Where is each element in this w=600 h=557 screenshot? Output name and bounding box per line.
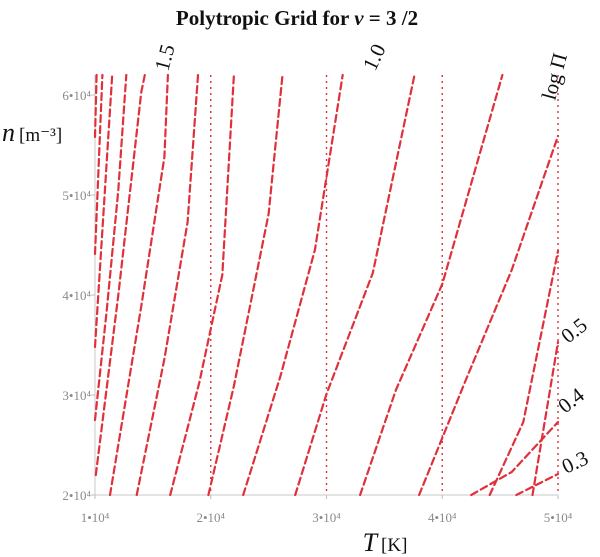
isoline-series-line	[135, 73, 200, 497]
tick-labels: 1•10⁴ 2•10⁴ 3•10⁴ 4•10⁴ 5•10⁴ 2•10⁴ 3•10⁴ 4•10⁴…	[62, 88, 572, 525]
isoline-series-line	[94, 73, 146, 477]
y-tick-label: 2•10⁴	[62, 488, 91, 503]
chart-title-suffix: = 3 /2	[364, 6, 419, 30]
isoline-series-line	[207, 73, 284, 497]
isoline-series-line	[242, 73, 344, 497]
isoline-series-line	[93, 73, 128, 422]
x-tick-label: 4•10⁴	[428, 510, 457, 525]
x-tick-label: 1•10⁴	[81, 510, 110, 525]
isoline-series-line	[359, 73, 504, 497]
chart-title-prefix: Polytropic Grid for	[176, 6, 354, 30]
x-axis-label: T [K]	[363, 528, 408, 557]
curve-label-0-3: 0.3	[558, 446, 592, 479]
y-axis-symbol: n	[2, 118, 15, 147]
x-tick-label: 2•10⁴	[196, 510, 225, 525]
isoline-series-line	[108, 73, 169, 497]
isoline-series-line	[294, 73, 416, 497]
y-tick-label: 6•10⁴	[62, 88, 91, 103]
isoline-series-line	[531, 340, 560, 497]
isoline-series-line	[470, 420, 560, 497]
y-tick-label: 3•10⁴	[62, 388, 91, 403]
y-axis-label: n [m⁻³]	[2, 118, 62, 147]
isoline-series-line	[93, 73, 114, 349]
isoline-series-line	[488, 249, 560, 497]
y-tick-label: 5•10⁴	[62, 188, 91, 203]
curve-label-1-0: 1.0	[358, 40, 391, 74]
y-axis-unit: [m⁻³]	[19, 125, 62, 146]
x-axis-symbol: T	[363, 528, 379, 557]
isoline-series-line	[93, 73, 98, 139]
curve-label-log-pi: log Π	[537, 50, 572, 102]
curve-label-0-5: 0.5	[556, 313, 591, 348]
isoline-series-line	[169, 73, 235, 497]
isoline-series-line	[418, 134, 560, 497]
chart-title-nu: ν	[354, 6, 364, 30]
y-tick-label: 4•10⁴	[62, 288, 91, 303]
isoline-series	[93, 73, 560, 497]
x-axis-unit: [K]	[381, 535, 407, 556]
isoline-series-line	[93, 73, 104, 256]
chart-title: Polytropic Grid for ν = 3 /2	[176, 6, 418, 30]
curve-label-1-5: 1.5	[150, 42, 180, 74]
x-tick-label: 5•10⁴	[544, 510, 573, 525]
x-tick-label: 3•10⁴	[312, 510, 341, 525]
isoline-series-line	[515, 472, 560, 497]
